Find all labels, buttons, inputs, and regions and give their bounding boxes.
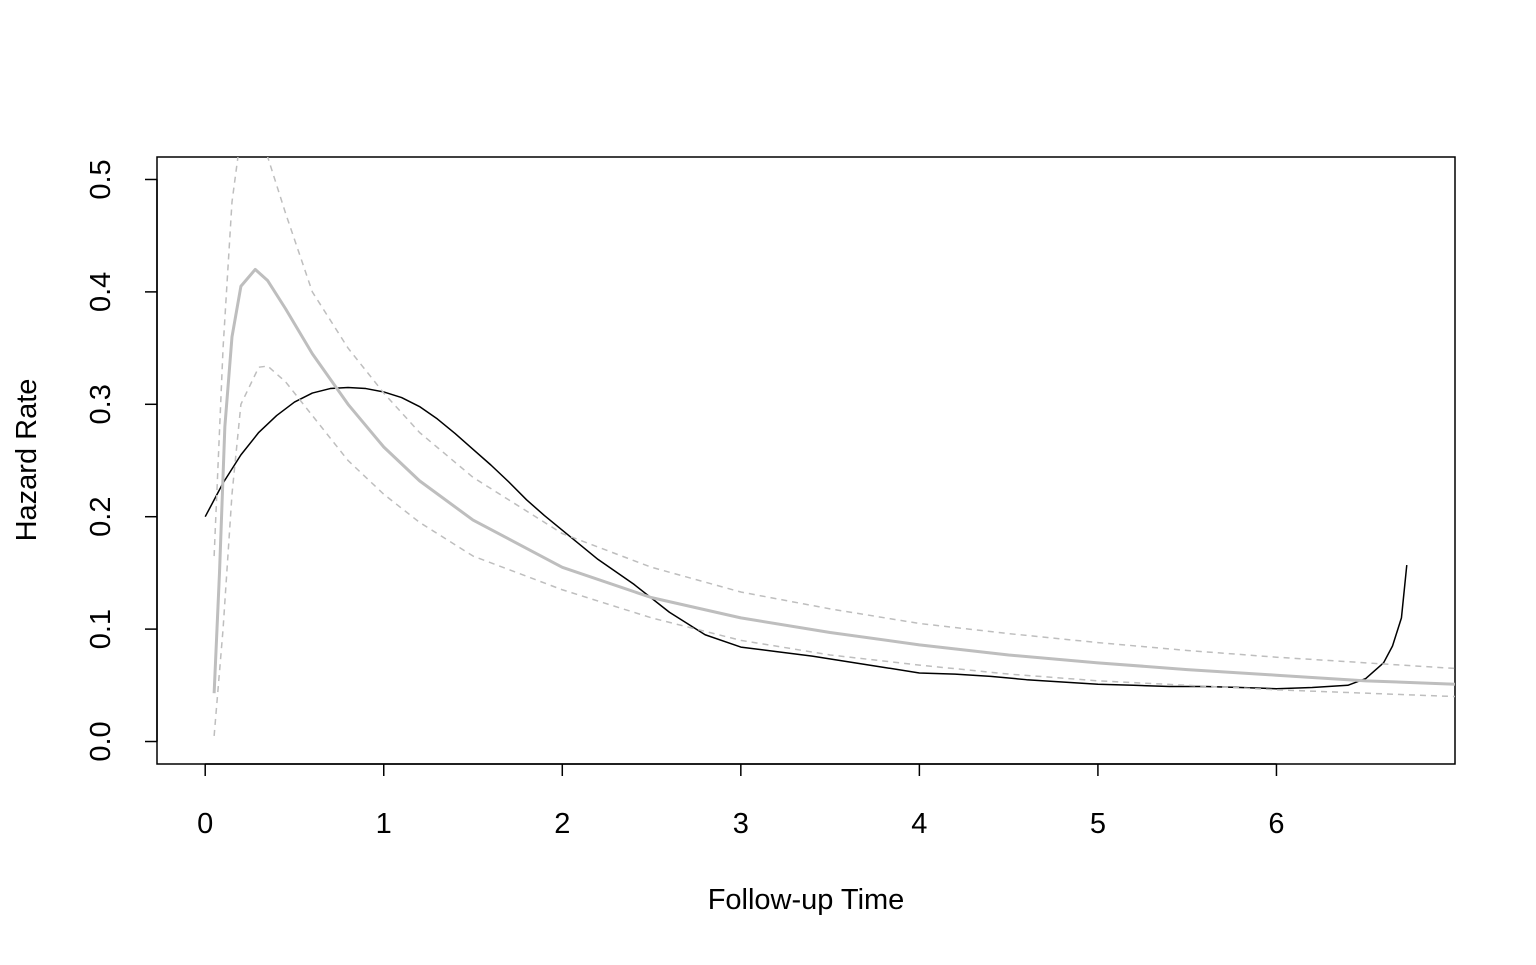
x-tick-label: 3 — [733, 808, 749, 840]
x-axis-title: Follow-up Time — [708, 884, 905, 916]
x-tick-label: 0 — [197, 808, 213, 840]
series-line — [204, 386, 1408, 690]
series-line — [212, 267, 1455, 694]
x-tick-label: 2 — [554, 808, 570, 840]
x-tick-label: 5 — [1090, 808, 1106, 840]
y-tick-label: 0.5 — [85, 159, 117, 199]
x-tick-label: 4 — [911, 808, 927, 840]
x-tick-label: 6 — [1268, 808, 1284, 840]
y-tick-label: 0.1 — [85, 609, 117, 649]
y-tick-label: 0.4 — [85, 272, 117, 312]
series-line — [213, 365, 1455, 736]
y-tick-label: 0.2 — [85, 497, 117, 537]
y-tick-label: 0.3 — [85, 384, 117, 424]
y-axis-title: Hazard Rate — [11, 379, 43, 542]
plot-area — [204, 157, 1455, 736]
x-tick-label: 1 — [376, 808, 392, 840]
y-tick-label: 0.0 — [85, 721, 117, 761]
series-line — [213, 157, 1455, 670]
